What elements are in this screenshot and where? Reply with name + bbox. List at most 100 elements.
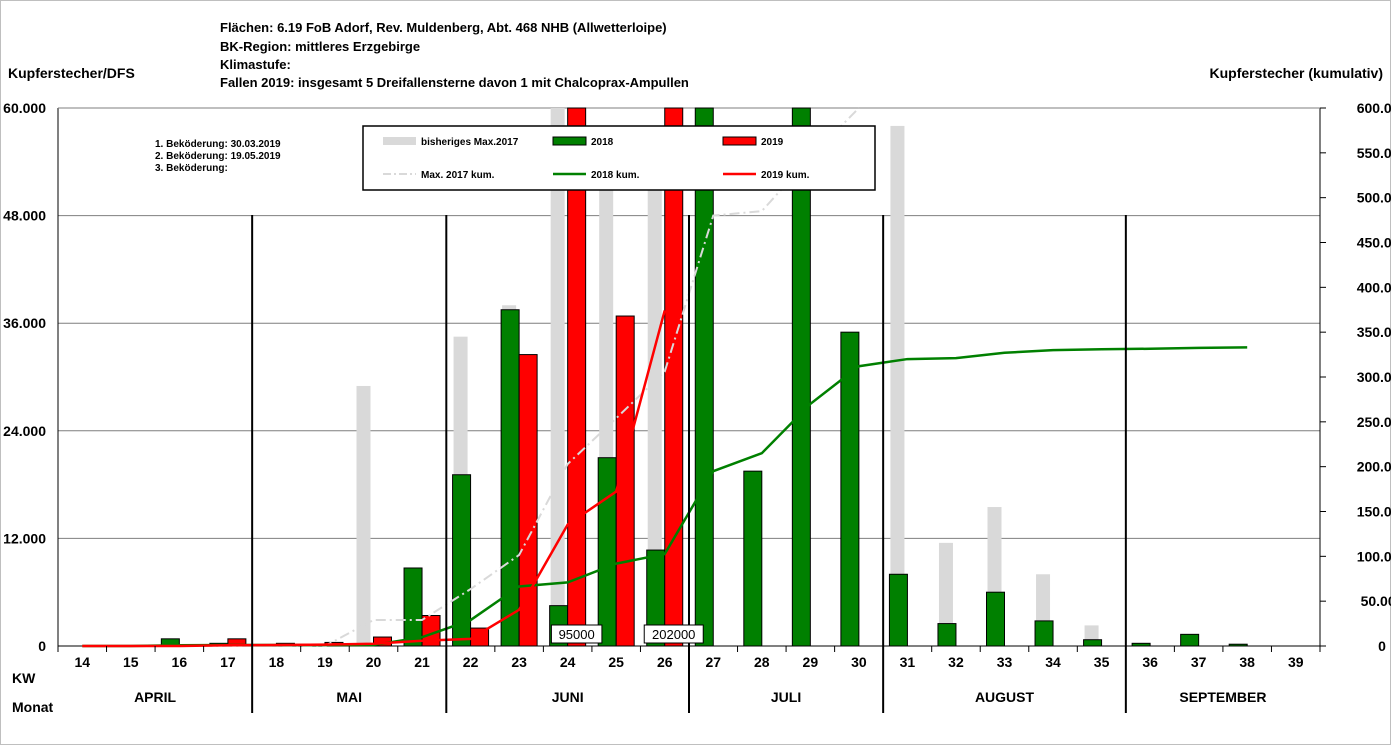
bar-2018: [888, 573, 908, 647]
bar-2018: [1034, 620, 1054, 647]
x-tick-label: 36: [1142, 654, 1158, 670]
bar-bisheriges-max-2017: [550, 108, 565, 646]
month-labels: APRIL MAI JUNI JULI AUGUST SEPTEMBER: [134, 689, 1266, 705]
y2-axis-ticks: 0 50.000 100.000 150.000 200.000 250.000 300.0…: [1320, 100, 1391, 654]
header-line-region: BK-Region: mittleres Erzgebirge: [220, 39, 421, 54]
bars: [160, 107, 1248, 647]
legend-label: bisheriges Max.2017: [421, 137, 519, 148]
x-tick-label: 30: [851, 654, 867, 670]
month-label: JUNI: [552, 689, 584, 705]
x-tick-label: 16: [172, 654, 188, 670]
x-tick-label: 26: [657, 654, 673, 670]
y-tick-label: 48.000: [3, 208, 46, 224]
y2-tick-label: 350.000: [1357, 324, 1391, 340]
x-tick-label: 24: [560, 654, 576, 670]
bait-note-1: 1. Beköderung: 30.03.2019: [155, 139, 281, 150]
bait-note-2: 2. Beköderung: 19.05.2019: [155, 151, 281, 162]
month-label: APRIL: [134, 689, 176, 705]
x-tick-label: 37: [1191, 654, 1207, 670]
x-tick-label: 18: [269, 654, 285, 670]
header-line-flaechen: Flächen: 6.19 FoB Adorf, Rev. Muldenberg…: [220, 20, 667, 35]
bar-2018: [597, 457, 617, 647]
legend-label: 2018: [591, 137, 614, 148]
bait-note-3: 3. Beköderung:: [155, 163, 228, 174]
month-label: SEPTEMBER: [1179, 689, 1266, 705]
y-tick-label: 0: [38, 638, 46, 654]
month-label: MAI: [336, 689, 362, 705]
y2-tick-label: 300.000: [1357, 369, 1391, 385]
x-tick-label: 22: [463, 654, 479, 670]
bar-2018: [840, 331, 860, 647]
x-tick-label: 19: [317, 654, 333, 670]
legend: bisheriges Max.2017 2018 2019 Max. 2017 kum…: [362, 125, 876, 191]
y2-tick-label: 250.000: [1357, 414, 1391, 430]
x-tick-label: 38: [1239, 654, 1255, 670]
x-tick-label: 34: [1045, 654, 1061, 670]
bar-2018: [452, 474, 472, 647]
x-tick-label: 17: [220, 654, 236, 670]
y2-tick-label: 450.000: [1357, 235, 1391, 251]
data-label: 95000: [559, 627, 595, 642]
x-tick-label: 32: [948, 654, 964, 670]
y-tick-label: 24.000: [3, 423, 46, 439]
x-tick-label: 31: [900, 654, 916, 670]
cumulative-lines: [82, 107, 1248, 648]
x-tick-label: 39: [1288, 654, 1304, 670]
bar-bisheriges-max-2017: [647, 179, 662, 646]
line-2019-kum-: [82, 310, 666, 648]
x-tick-label: 29: [803, 654, 819, 670]
y2-tick-label: 500.000: [1357, 190, 1391, 206]
data-labels: 95000 202000: [550, 624, 704, 644]
y2-tick-label: 550.000: [1357, 145, 1391, 161]
legend-label: Max. 2017 kum.: [421, 170, 495, 181]
data-label-box: [643, 624, 704, 644]
bar-2018: [1180, 633, 1200, 647]
y2-tick-label: 0: [1378, 638, 1386, 654]
x-tick-label: 15: [123, 654, 139, 670]
y2-tick-label: 100.000: [1357, 548, 1391, 564]
y-tick-label: 36.000: [3, 315, 46, 331]
header-line-klimastufe: Klimastufe:: [220, 57, 291, 72]
month-row-title: Monat: [12, 699, 54, 715]
bar-2019: [567, 107, 587, 647]
legend-label: 2019: [761, 137, 784, 148]
legend-swatch: [552, 136, 587, 146]
x-tick-label: 21: [414, 654, 430, 670]
x-tick-label: 28: [754, 654, 770, 670]
legend-swatch: [722, 136, 757, 146]
bait-notes: 1. Beköderung: 30.03.2019 2. Beköderung:…: [155, 139, 281, 175]
y-tick-label: 12.000: [3, 530, 46, 546]
y-axis-title: Kupferstecher/DFS: [8, 65, 135, 81]
y2-tick-label: 150.000: [1357, 504, 1391, 520]
x-tick-label: 14: [74, 654, 90, 670]
bar-bisheriges-max-2017: [938, 542, 953, 646]
x-axis-title: KW: [12, 670, 36, 686]
x-tick-label: 27: [705, 654, 721, 670]
bar-2018: [1131, 642, 1151, 647]
x-tick-label: 35: [1094, 654, 1110, 670]
bar-2018: [694, 107, 714, 647]
bar-2018: [937, 623, 957, 647]
header-line-fallen: Fallen 2019: insgesamt 5 Dreifallenstern…: [220, 75, 689, 90]
x-tick-label: 23: [511, 654, 527, 670]
month-label: JULI: [771, 689, 801, 705]
y2-tick-label: 400.000: [1357, 279, 1391, 295]
bar-2018: [743, 470, 763, 647]
y2-axis-title: Kupferstecher (kumulativ): [1209, 65, 1383, 81]
x-tick-label: 20: [366, 654, 382, 670]
bar-2018: [986, 591, 1005, 647]
y-tick-label: 60.000: [3, 100, 46, 116]
bar-2018: [791, 107, 811, 647]
legend-box: [362, 125, 876, 191]
bar-2019: [664, 107, 684, 647]
bar-2019: [518, 354, 538, 647]
bar-2019: [470, 627, 490, 647]
bar-2018: [1228, 643, 1248, 647]
data-label: 202000: [652, 627, 695, 642]
data-label-box: [550, 624, 603, 644]
legend-swatch: [383, 137, 416, 145]
bar-2018: [1083, 639, 1103, 647]
y2-tick-label: 200.000: [1357, 459, 1391, 475]
y2-tick-label: 50.000: [1361, 593, 1391, 609]
